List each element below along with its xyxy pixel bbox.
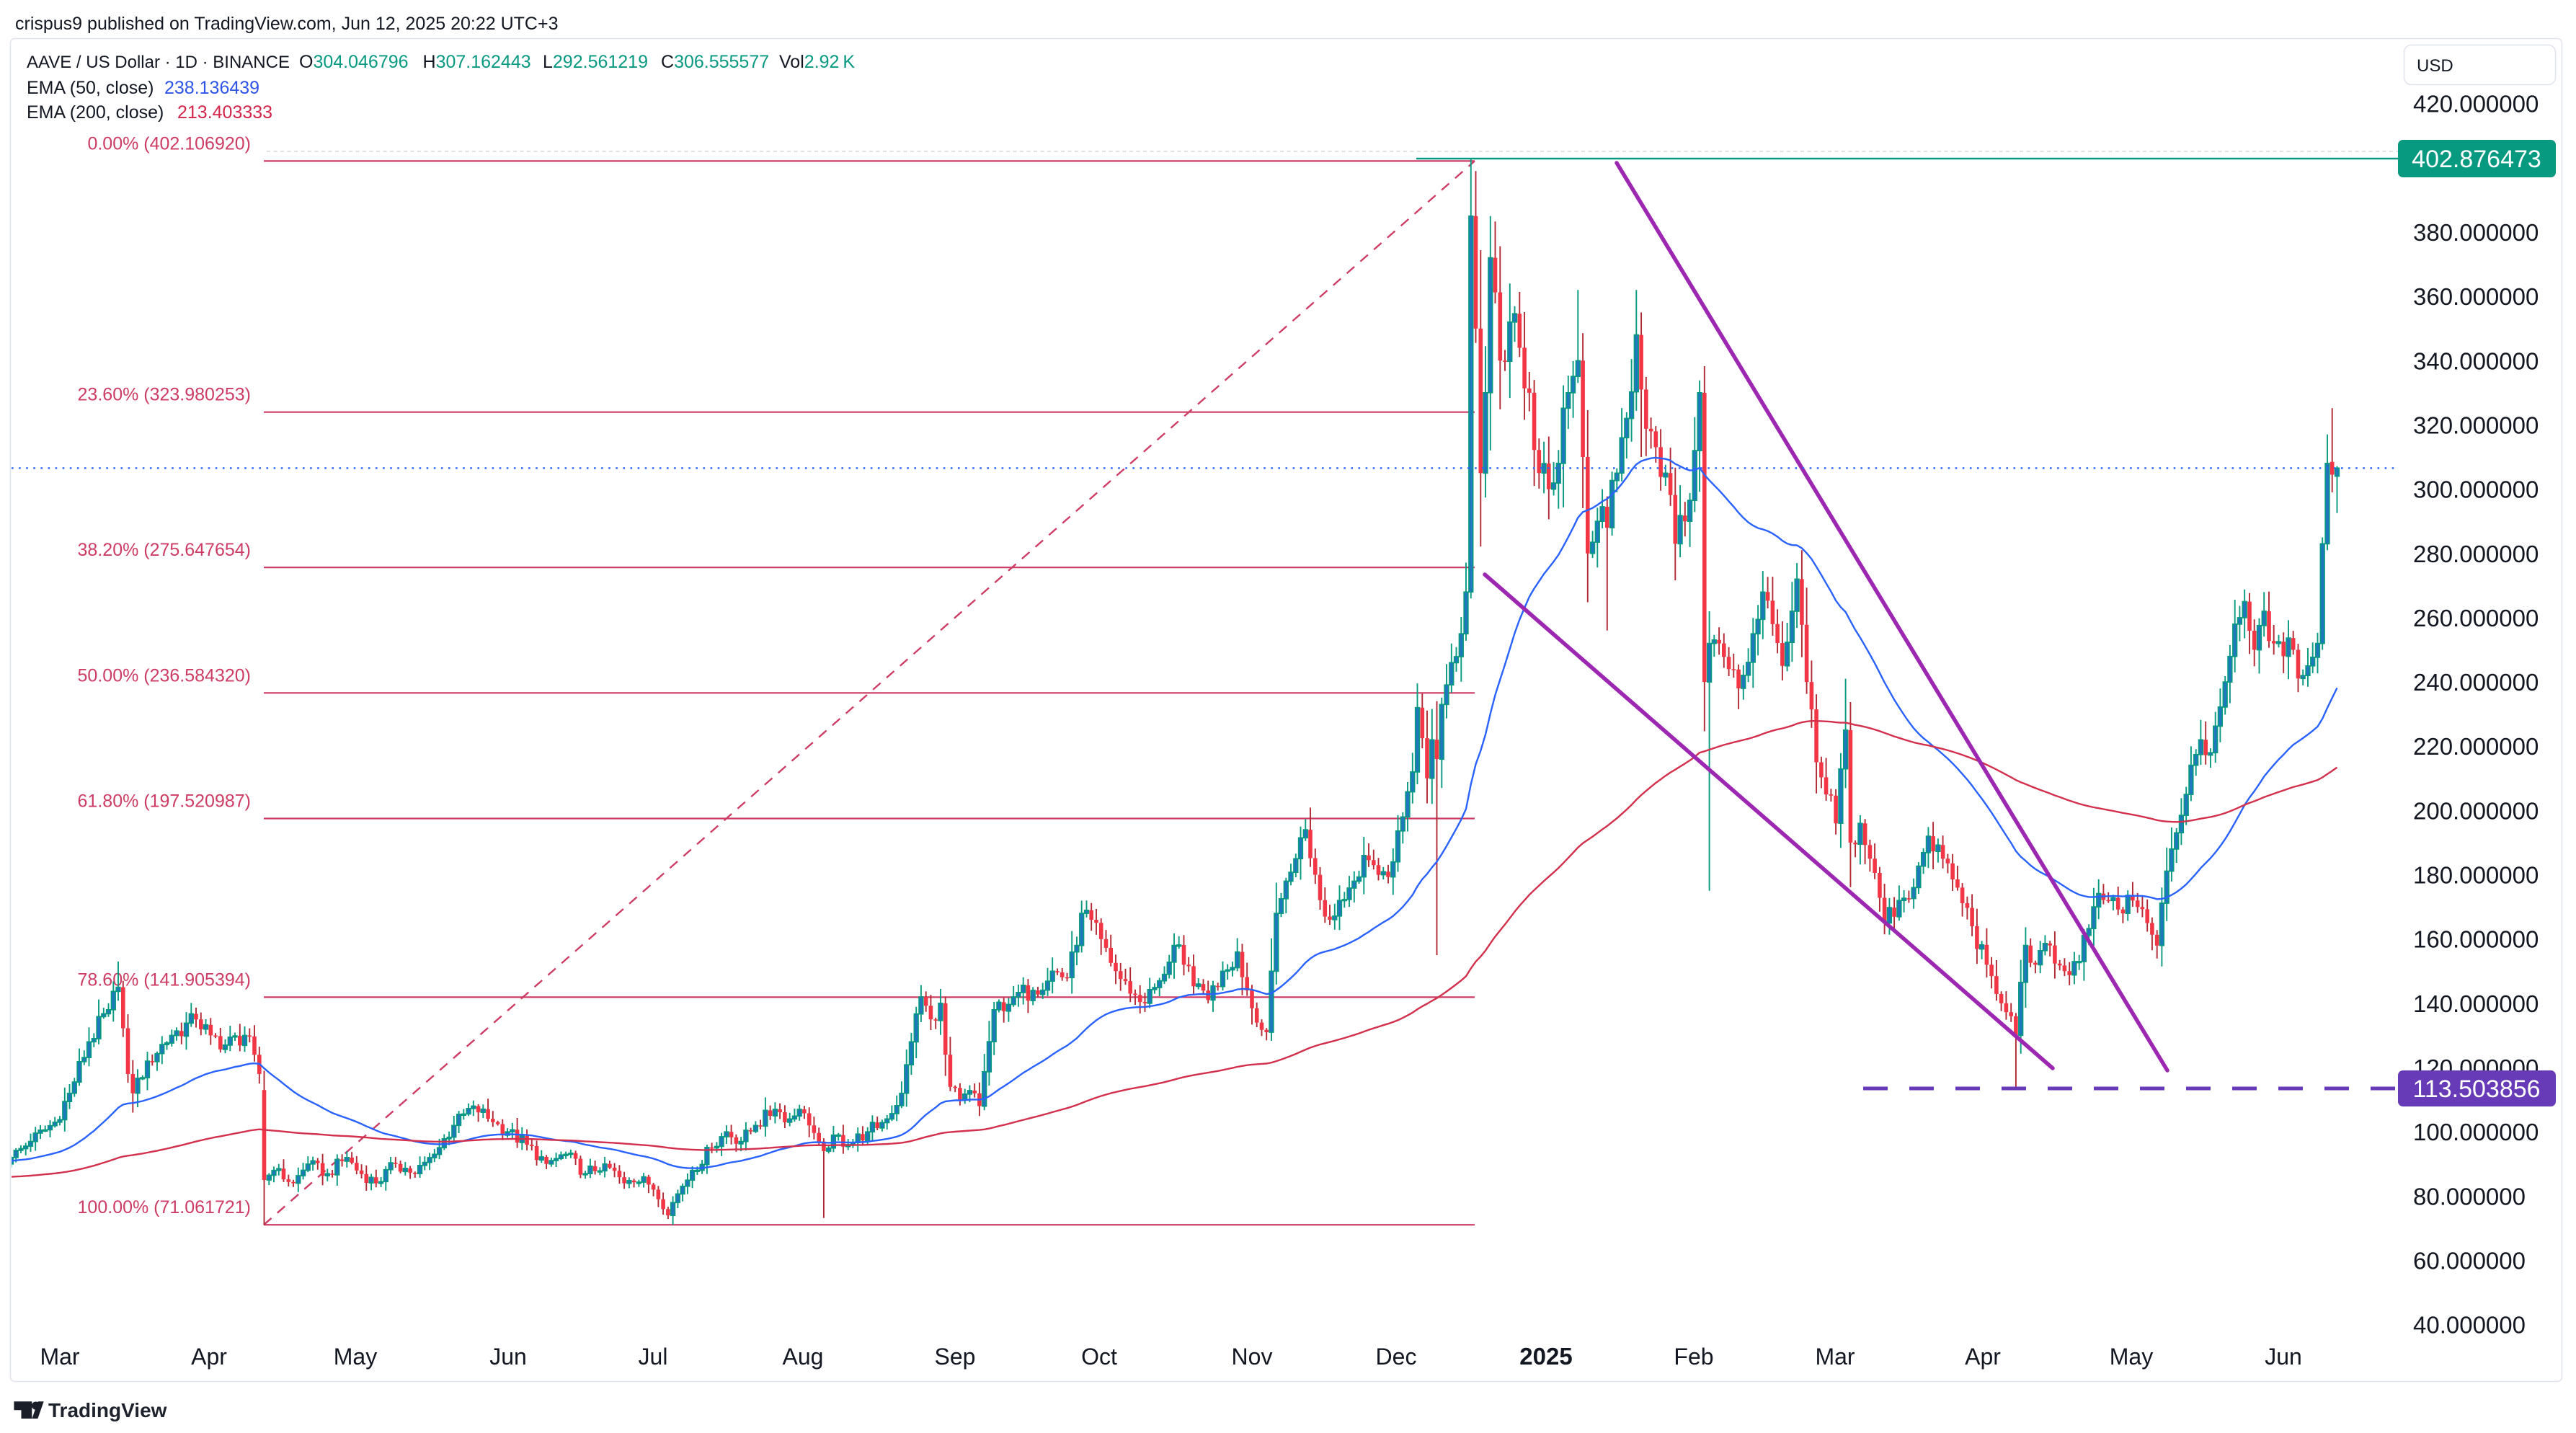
svg-text:80.000000: 80.000000 — [2413, 1183, 2526, 1210]
svg-text:Jun: Jun — [489, 1344, 527, 1370]
svg-text:H307.162443: H307.162443 — [423, 52, 531, 72]
svg-text:May: May — [2110, 1344, 2153, 1370]
svg-text:50.00% (236.584320): 50.00% (236.584320) — [78, 665, 251, 686]
svg-text:61.80% (197.520987): 61.80% (197.520987) — [78, 791, 251, 812]
svg-text:380.000000: 380.000000 — [2413, 219, 2539, 246]
svg-text:220.000000: 220.000000 — [2413, 733, 2539, 760]
svg-text:280.000000: 280.000000 — [2413, 541, 2539, 567]
svg-text:C306.555577: C306.555577 — [661, 52, 769, 72]
svg-text:100.000000: 100.000000 — [2413, 1119, 2539, 1145]
svg-text:Jun: Jun — [2265, 1344, 2302, 1370]
svg-text:Mar: Mar — [1815, 1344, 1855, 1370]
svg-text:O304.046796: O304.046796 — [299, 52, 409, 72]
svg-text:402.876473: 402.876473 — [2412, 146, 2541, 173]
svg-text:200.000000: 200.000000 — [2413, 797, 2539, 824]
svg-text:238.136439: 238.136439 — [164, 78, 259, 98]
svg-text:340.000000: 340.000000 — [2413, 347, 2539, 374]
svg-text:Nov: Nov — [1232, 1344, 1273, 1370]
svg-text:420.000000: 420.000000 — [2413, 91, 2539, 117]
svg-text:Apr: Apr — [191, 1344, 227, 1370]
svg-text:Sep: Sep — [935, 1344, 976, 1370]
svg-text:60.000000: 60.000000 — [2413, 1248, 2526, 1274]
svg-text:crispus9 published on TradingV: crispus9 published on TradingView.com, J… — [15, 14, 558, 34]
svg-text:38.20% (275.647654): 38.20% (275.647654) — [78, 540, 251, 560]
svg-text:EMA (200, close): EMA (200, close) — [27, 102, 164, 123]
svg-text:Dec: Dec — [1376, 1344, 1417, 1370]
svg-text:Mar: Mar — [40, 1344, 79, 1370]
svg-text:260.000000: 260.000000 — [2413, 605, 2539, 631]
svg-text:160.000000: 160.000000 — [2413, 926, 2539, 953]
svg-text:Aug: Aug — [783, 1344, 824, 1370]
svg-text:Apr: Apr — [1965, 1344, 2001, 1370]
svg-text:100.00% (71.061721): 100.00% (71.061721) — [78, 1197, 251, 1217]
svg-text:EMA (50, close): EMA (50, close) — [27, 78, 154, 98]
svg-text:USD: USD — [2417, 56, 2453, 76]
svg-text:Oct: Oct — [1081, 1344, 1117, 1370]
svg-text:300.000000: 300.000000 — [2413, 476, 2539, 503]
svg-text:0.00% (402.106920): 0.00% (402.106920) — [87, 133, 251, 154]
svg-text:180.000000: 180.000000 — [2413, 862, 2539, 889]
svg-text:240.000000: 240.000000 — [2413, 669, 2539, 696]
svg-text:May: May — [334, 1344, 377, 1370]
svg-text:213.403333: 213.403333 — [177, 102, 272, 123]
svg-text:Vol2.92 K: Vol2.92 K — [779, 52, 855, 72]
svg-text:TradingView: TradingView — [48, 1399, 167, 1421]
svg-text:23.60% (323.980253): 23.60% (323.980253) — [78, 385, 251, 405]
svg-text:Feb: Feb — [1674, 1344, 1713, 1370]
svg-text:AAVE / US Dollar · 1D · BINANC: AAVE / US Dollar · 1D · BINANCE — [27, 53, 290, 72]
svg-text:113.503856: 113.503856 — [2412, 1075, 2540, 1103]
svg-text:360.000000: 360.000000 — [2413, 283, 2539, 310]
svg-text:40.000000: 40.000000 — [2413, 1312, 2526, 1339]
svg-text:2025: 2025 — [1519, 1343, 1572, 1370]
svg-text:140.000000: 140.000000 — [2413, 990, 2539, 1017]
svg-text:320.000000: 320.000000 — [2413, 412, 2539, 438]
svg-text:Jul: Jul — [639, 1344, 668, 1370]
svg-text:L292.561219: L292.561219 — [543, 52, 648, 72]
svg-text:78.60% (141.905394): 78.60% (141.905394) — [78, 970, 251, 990]
